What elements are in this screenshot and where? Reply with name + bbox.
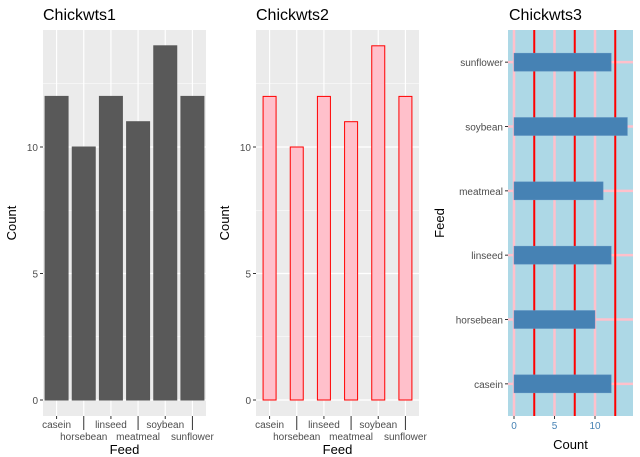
bar-linseed [98,95,123,401]
bar-meatmeal [126,121,151,401]
chart-title: Chickwts2 [256,7,329,24]
y-tick-label: 5 [245,270,251,281]
bar-linseed [316,95,331,401]
bar-sunflower [398,95,413,401]
plot-panel [43,30,206,416]
y-tick-label: 0 [245,396,251,407]
y-tick-label: 0 [32,396,38,407]
bar-casein [513,374,612,394]
x-tick-label: 10 [589,421,601,432]
bar-casein [262,95,277,401]
x-axis-label: Feed [323,442,353,457]
bar-horsebean [71,146,96,401]
y-tick-label: meatmeal [459,187,503,198]
bar-horsebean [513,310,596,329]
x-tick-label: horsebean [60,432,107,443]
bar-meatmeal [513,181,604,201]
y-tick-label: linseed [471,251,503,262]
x-tick-label: linseed [95,420,127,431]
x-tick-label: sunflower [384,432,427,443]
y-axis-label: Count [4,205,19,240]
bar-sunflower [513,52,612,72]
bar-soybean [153,45,178,401]
y-axis-label: Count [217,205,232,240]
bar-meatmeal [344,121,359,401]
bar-horsebean [289,146,304,401]
bar-casein [44,95,69,401]
chart-title: Chickwts3 [509,7,582,24]
x-tick-label: sunflower [171,432,214,443]
y-axis-label: Feed [432,208,447,238]
plot-panel [508,30,633,416]
x-tick-label: casein [42,420,71,431]
y-tick-label: 5 [32,270,38,281]
x-tick-label: meatmeal [329,432,373,443]
bar-soybean [513,117,628,136]
x-tick-label: soybean [359,420,397,431]
bar-linseed [513,245,612,265]
y-tick-label: 10 [240,143,252,154]
x-tick-label: 0 [511,421,517,432]
bar-sunflower [180,95,205,401]
x-tick-label: casein [255,420,284,431]
x-tick-label: horsebean [273,432,320,443]
y-tick-label: horsebean [456,316,503,327]
bar-soybean [371,45,386,401]
plot-panel [256,30,419,416]
y-tick-label: 10 [27,143,39,154]
y-tick-label: sunflower [460,58,503,69]
x-tick-label: linseed [308,420,340,431]
y-tick-label: soybean [465,123,503,134]
chart-title: Chickwts1 [43,7,116,24]
x-axis-label: Feed [110,442,140,457]
y-tick-label: casein [474,380,503,391]
x-axis-label: Count [553,437,588,452]
x-tick-label: soybean [146,420,184,431]
x-tick-label: meatmeal [116,432,160,443]
x-tick-label: 5 [552,421,558,432]
